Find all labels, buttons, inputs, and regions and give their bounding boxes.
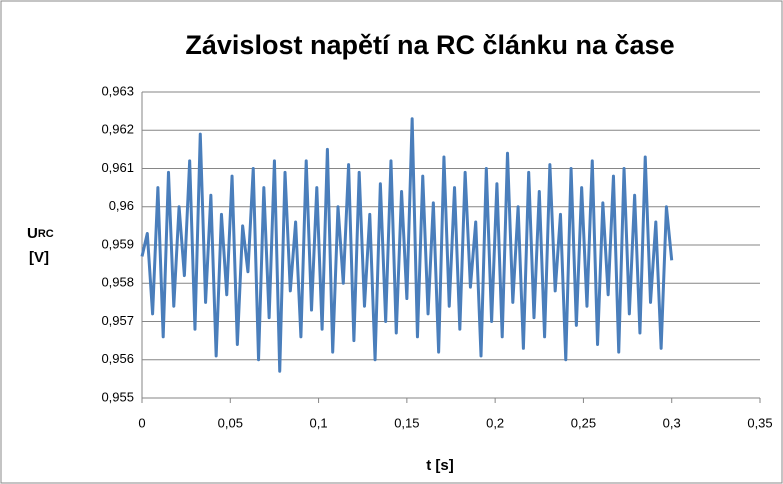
x-tick-label: 0,2 bbox=[486, 415, 504, 430]
y-axis-title: URC bbox=[27, 225, 54, 242]
x-tick-label: 0 bbox=[138, 415, 145, 430]
x-tick-label: 0,15 bbox=[394, 415, 419, 430]
y-axis-unit: [V] bbox=[29, 249, 49, 266]
x-tick-label: 0,3 bbox=[663, 415, 681, 430]
y-tick-label: 0,962 bbox=[101, 122, 134, 137]
y-tick-label: 0,955 bbox=[101, 389, 134, 404]
y-tick-label: 0,957 bbox=[101, 313, 134, 328]
x-tick-label: 0,05 bbox=[218, 415, 243, 430]
y-axis-symbol: U bbox=[27, 225, 38, 242]
y-tick-label: 0,96 bbox=[109, 198, 134, 213]
y-tick-label: 0,959 bbox=[101, 236, 134, 251]
y-axis-subscript: RC bbox=[38, 228, 54, 240]
y-tick-label: 0,956 bbox=[101, 351, 134, 366]
y-tick-label: 0,958 bbox=[101, 275, 134, 290]
x-tick-label: 0,25 bbox=[571, 415, 596, 430]
x-axis-title: t [s] bbox=[426, 457, 454, 474]
y-tick-label: 0,961 bbox=[101, 160, 134, 175]
x-tick-label: 0,35 bbox=[747, 415, 772, 430]
line-series bbox=[140, 117, 674, 373]
chart-title: Závislost napětí na RC článku na čase bbox=[185, 30, 674, 60]
y-tick-label: 0,963 bbox=[101, 83, 134, 98]
x-tick-label: 0,1 bbox=[310, 415, 328, 430]
